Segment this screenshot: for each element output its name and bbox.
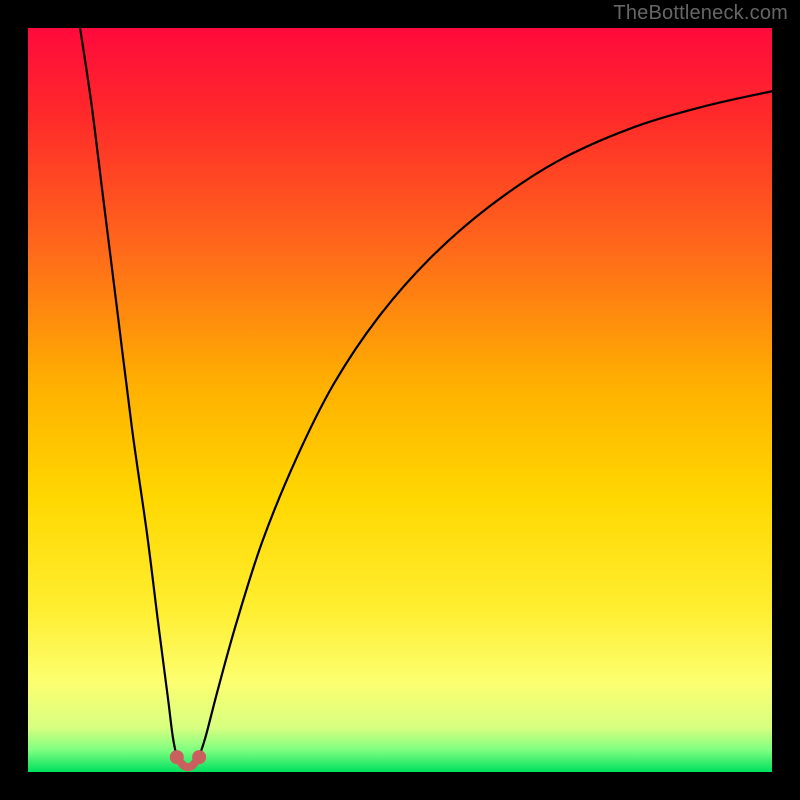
watermark-text: TheBottleneck.com (613, 2, 788, 25)
marker-dot-right (192, 750, 206, 764)
chart-plot-area (28, 28, 772, 772)
chart-container: TheBottleneck.com (0, 0, 800, 800)
bottleneck-chart (0, 0, 800, 800)
marker-dot-left (170, 750, 184, 764)
